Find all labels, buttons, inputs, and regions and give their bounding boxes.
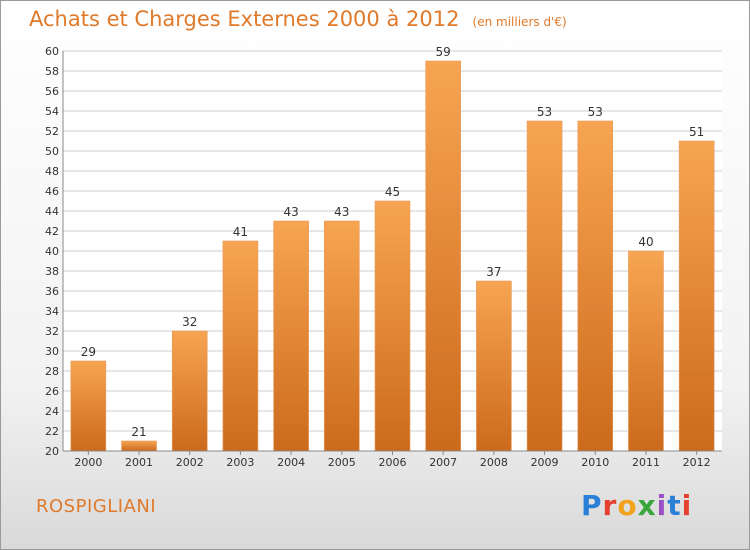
x-tick-label-2012: 2012	[683, 456, 711, 469]
y-tick-label: 44	[45, 205, 59, 218]
bar-2006	[374, 200, 411, 452]
logo-letter: r	[602, 489, 618, 522]
bar-2003	[222, 240, 259, 452]
x-tick-label-2008: 2008	[480, 456, 508, 469]
x-tick-label-2011: 2011	[632, 456, 660, 469]
bar-2004	[273, 220, 309, 452]
x-tick-label-2002: 2002	[176, 456, 204, 469]
y-tick-label: 58	[45, 65, 59, 78]
data-label-2008: 37	[486, 265, 501, 279]
commune-name: ROSPIGLIANI	[36, 496, 157, 517]
data-label-2002: 32	[182, 315, 197, 329]
data-label-2000: 29	[81, 345, 96, 359]
title-row: Achats et Charges Externes 2000 à 2012 (…	[29, 7, 567, 31]
bar-2009	[526, 120, 563, 452]
y-tick-label: 34	[45, 305, 59, 318]
y-tick-label: 50	[45, 145, 59, 158]
chart-subtitle: (en milliers d'€)	[472, 15, 567, 29]
logo-letter: P	[581, 489, 603, 522]
data-label-2007: 59	[436, 45, 451, 59]
logo-letter: x	[637, 489, 657, 522]
y-tick-label: 54	[45, 105, 59, 118]
y-tick-label: 36	[45, 285, 59, 298]
y-tick-label: 42	[45, 225, 59, 238]
x-tick-label-2006: 2006	[379, 456, 407, 469]
x-tick-label-2005: 2005	[328, 456, 356, 469]
logo-letter: i	[656, 489, 668, 522]
data-label-2003: 41	[233, 225, 248, 239]
y-tick-label: 30	[45, 345, 59, 358]
bar-2000	[70, 360, 107, 452]
bar-2005	[324, 220, 360, 452]
logo-letter: t	[667, 489, 682, 522]
x-tick-label-2010: 2010	[581, 456, 609, 469]
y-tick-label: 20	[45, 445, 59, 458]
y-tick-label: 48	[45, 165, 59, 178]
data-label-2010: 53	[588, 105, 603, 119]
bar-2001	[121, 440, 157, 452]
chart-title: Achats et Charges Externes 2000 à 2012	[29, 7, 460, 31]
bar-2007	[425, 60, 461, 452]
y-tick-label: 60	[45, 45, 59, 58]
bar-2010	[577, 120, 614, 452]
y-tick-label: 28	[45, 365, 59, 378]
bar-2002	[171, 330, 208, 452]
data-label-2005: 43	[334, 205, 349, 219]
x-tick-label-2000: 2000	[74, 456, 102, 469]
y-tick-label: 32	[45, 325, 59, 338]
y-tick-label: 22	[45, 425, 59, 438]
bar-2011	[628, 250, 664, 452]
logo-letter: i	[681, 489, 693, 522]
data-label-2004: 43	[283, 205, 298, 219]
data-label-2012: 51	[689, 125, 704, 139]
x-tick-label-2004: 2004	[277, 456, 305, 469]
bar-2012	[678, 140, 715, 452]
y-tick-label: 46	[45, 185, 59, 198]
y-tick-label: 38	[45, 265, 59, 278]
data-label-2011: 40	[638, 235, 653, 249]
y-tick-label: 52	[45, 125, 59, 138]
y-tick-label: 26	[45, 385, 59, 398]
logo-letter: o	[617, 489, 638, 522]
y-tick-label: 56	[45, 85, 59, 98]
y-tick-label: 40	[45, 245, 59, 258]
x-tick-label-2009: 2009	[531, 456, 559, 469]
bar-2008	[476, 280, 512, 452]
y-tick-label: 24	[45, 405, 59, 418]
proxiti-logo: Proxiti	[581, 489, 692, 522]
data-label-2001: 21	[131, 425, 146, 439]
data-label-2006: 45	[385, 185, 400, 199]
x-tick-label-2003: 2003	[226, 456, 254, 469]
x-tick-label-2007: 2007	[429, 456, 457, 469]
data-label-2009: 53	[537, 105, 552, 119]
x-tick-label-2001: 2001	[125, 456, 153, 469]
